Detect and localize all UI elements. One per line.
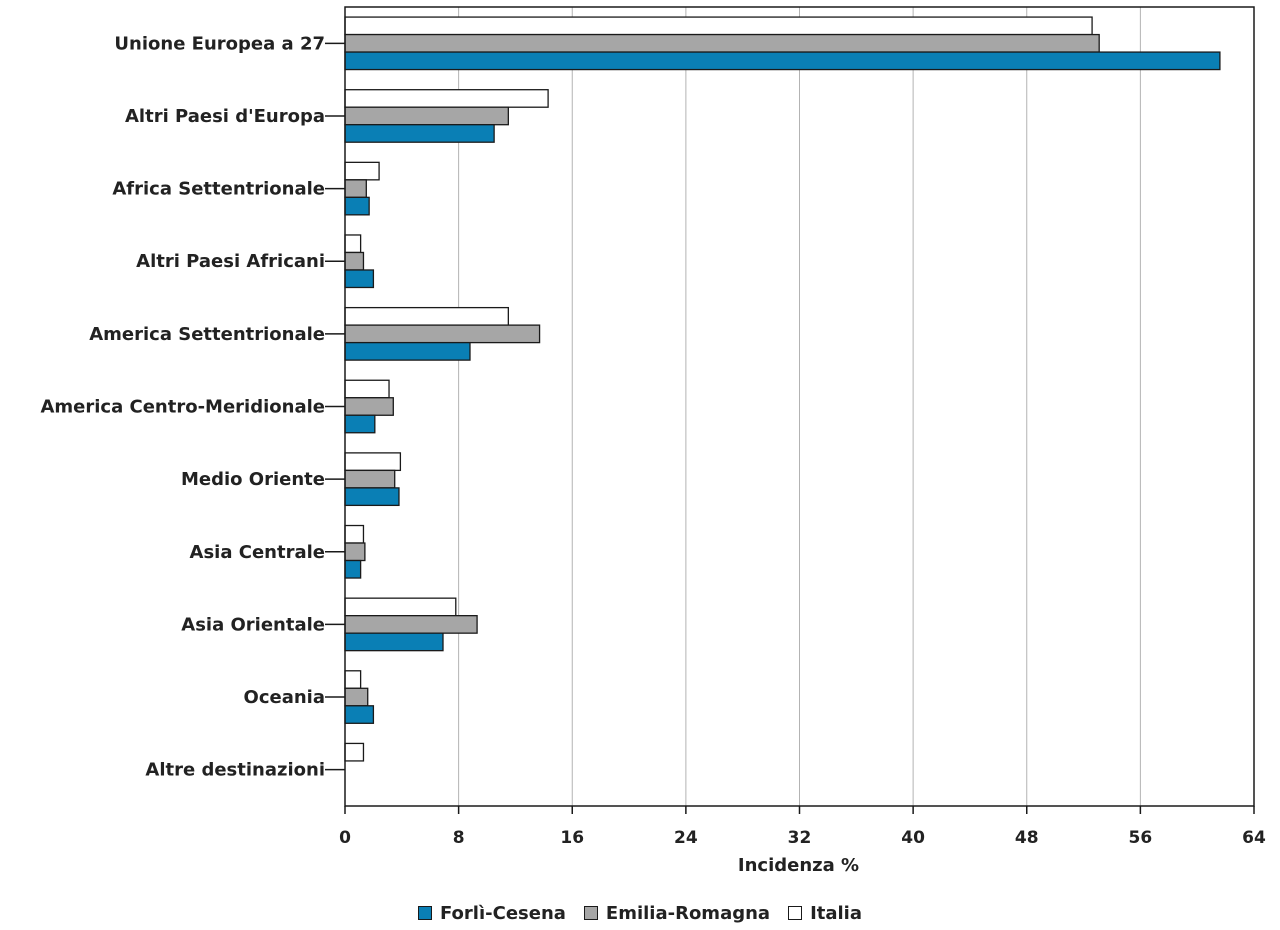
bar: [344, 324, 541, 344]
bar: [344, 414, 376, 434]
x-tick-label: 8: [453, 828, 465, 848]
bar: [344, 51, 1221, 71]
bar: [344, 341, 471, 361]
legend-swatch: [583, 906, 598, 920]
x-axis-ticks: 0 8 16 24 32 40 48 56 64: [339, 806, 1266, 848]
y-axis-ticks: [325, 42, 345, 771]
legend-item: Forlì-Cesena: [417, 902, 566, 924]
category-label: America Centro-Meridionale: [40, 397, 325, 418]
bar: [344, 742, 365, 762]
category-label: Altri Paesi Africani: [136, 251, 325, 272]
category-label: Africa Settentrionale: [112, 179, 325, 200]
category-labels: Unione Europea a 27 Altri Paesi d'Europa A…: [40, 33, 325, 780]
bar: [344, 705, 375, 724]
category-label: Oceania: [244, 687, 325, 708]
category-label: Asia Centrale: [190, 542, 325, 563]
bar: [344, 234, 362, 254]
bar: [344, 179, 367, 198]
bar: [344, 269, 375, 289]
bar: [344, 524, 365, 544]
x-tick-label: 32: [788, 828, 812, 848]
category-label: America Settentrionale: [89, 324, 325, 345]
bar: [344, 469, 396, 489]
bar: [344, 615, 478, 634]
gridlines: [458, 7, 1141, 806]
x-tick-label: 48: [1015, 828, 1039, 848]
bar: [344, 306, 509, 326]
bar: [344, 33, 1100, 53]
bar: [344, 16, 1093, 36]
legend-swatch: [417, 906, 432, 920]
category-label: Altri Paesi d'Europa: [125, 106, 325, 127]
legend-item: Emilia-Romagna: [583, 902, 771, 924]
bars: [344, 16, 1221, 762]
bar: [344, 161, 380, 181]
x-tick-label: 24: [674, 828, 698, 848]
bar: [344, 196, 370, 216]
x-tick-label: 0: [339, 828, 351, 848]
bar: [344, 632, 444, 652]
legend-label: Emilia-Romagna: [605, 902, 771, 924]
legend-label: Italia: [810, 902, 862, 924]
category-label: Unione Europea a 27: [114, 33, 325, 54]
bar: [344, 124, 495, 143]
x-tick-label: 16: [560, 828, 584, 848]
bar: [344, 397, 394, 416]
x-tick-label: 40: [901, 828, 925, 848]
category-label: Altre destinazioni: [145, 760, 325, 781]
bar: [344, 106, 509, 126]
category-label: Asia Orientale: [181, 614, 325, 635]
category-label: Medio Oriente: [181, 469, 325, 490]
legend: Forlì-Cesena Emilia-Romagna Italia: [0, 898, 1280, 928]
bar: [344, 89, 549, 108]
bar: [344, 687, 369, 707]
bar: [344, 597, 457, 617]
bar-chart: Unione Europea a 27 Altri Paesi d'Europa A…: [40, 6, 1266, 876]
bar: [344, 251, 365, 271]
legend-item: Italia: [788, 903, 862, 924]
bar: [344, 452, 402, 472]
bar: [344, 542, 366, 562]
bar: [344, 559, 362, 579]
bar: [344, 487, 400, 507]
x-axis-title: Incidenza %: [738, 855, 859, 876]
bar: [344, 670, 362, 689]
legend-label: Forlì-Cesena: [439, 902, 566, 924]
x-tick-label: 56: [1129, 828, 1153, 848]
x-tick-label: 64: [1242, 828, 1266, 848]
bar: [344, 379, 390, 399]
legend-swatch: [788, 906, 803, 920]
